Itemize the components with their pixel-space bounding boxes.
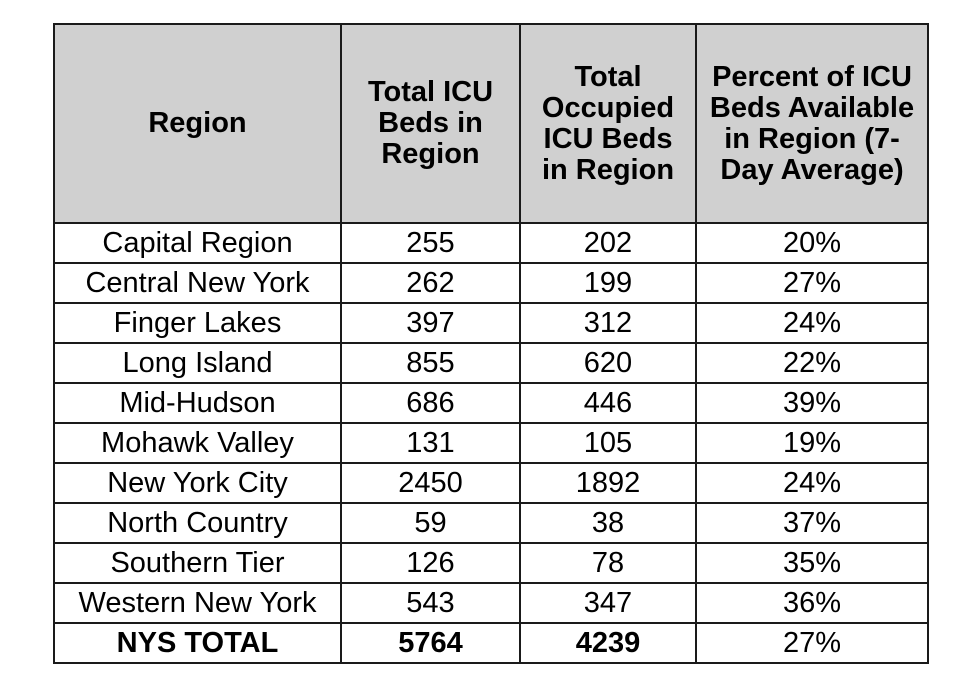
total-percent-available-cell: 27% [695,622,929,664]
region-cell: Southern Tier [53,542,342,584]
table-row: Mohawk Valley 131 105 19% [53,422,929,464]
total-beds-cell: 126 [340,542,521,584]
percent-available-cell: 19% [695,422,929,464]
total-beds-cell: 59 [340,502,521,544]
table-row: Long Island 855 620 22% [53,342,929,384]
header-region: Region [53,23,342,224]
occupied-beds-cell: 347 [519,582,697,624]
icu-beds-table: Region Total ICU Beds in Region Total Oc… [53,23,929,664]
table-body: Capital Region 255 202 20% Central New Y… [53,222,929,664]
table-header: Region Total ICU Beds in Region Total Oc… [53,23,929,224]
table-row: Central New York 262 199 27% [53,262,929,304]
occupied-beds-cell: 446 [519,382,697,424]
region-cell: Mohawk Valley [53,422,342,464]
header-row: Region Total ICU Beds in Region Total Oc… [53,23,929,224]
total-occupied-sum-cell: 4239 [519,622,697,664]
occupied-beds-cell: 620 [519,342,697,384]
occupied-beds-cell: 312 [519,302,697,344]
total-beds-cell: 131 [340,422,521,464]
region-cell: New York City [53,462,342,504]
total-beds-sum-cell: 5764 [340,622,521,664]
table-row: North Country 59 38 37% [53,502,929,544]
table-row: Capital Region 255 202 20% [53,222,929,264]
total-beds-cell: 2450 [340,462,521,504]
occupied-beds-cell: 1892 [519,462,697,504]
header-occupied-icu-beds-text: Total Occupied ICU Beds in Region [541,60,675,186]
table-row: Southern Tier 126 78 35% [53,542,929,584]
header-occupied-icu-beds: Total Occupied ICU Beds in Region [519,23,697,224]
occupied-beds-cell: 199 [519,262,697,304]
total-beds-cell: 262 [340,262,521,304]
percent-available-cell: 27% [695,262,929,304]
occupied-beds-cell: 202 [519,222,697,264]
percent-available-cell: 39% [695,382,929,424]
percent-available-cell: 37% [695,502,929,544]
total-beds-cell: 855 [340,342,521,384]
table-row: Western New York 543 347 36% [53,582,929,624]
region-cell: North Country [53,502,342,544]
table-row: Mid-Hudson 686 446 39% [53,382,929,424]
region-cell: Western New York [53,582,342,624]
region-cell: Finger Lakes [53,302,342,344]
region-cell: Capital Region [53,222,342,264]
region-cell: Mid-Hudson [53,382,342,424]
occupied-beds-cell: 105 [519,422,697,464]
total-row: NYS TOTAL 5764 4239 27% [53,622,929,664]
total-beds-cell: 686 [340,382,521,424]
total-label-cell: NYS TOTAL [53,622,342,664]
occupied-beds-cell: 78 [519,542,697,584]
total-beds-cell: 255 [340,222,521,264]
occupied-beds-cell: 38 [519,502,697,544]
percent-available-cell: 24% [695,302,929,344]
header-percent-available: Percent of ICU Beds Available in Region … [695,23,929,224]
total-beds-cell: 397 [340,302,521,344]
percent-available-cell: 20% [695,222,929,264]
total-beds-cell: 543 [340,582,521,624]
region-cell: Central New York [53,262,342,304]
header-total-icu-beds-text: Total ICU Beds in Region [367,76,494,170]
percent-available-cell: 35% [695,542,929,584]
header-total-icu-beds: Total ICU Beds in Region [340,23,521,224]
percent-available-cell: 36% [695,582,929,624]
region-cell: Long Island [53,342,342,384]
table-row: Finger Lakes 397 312 24% [53,302,929,344]
percent-available-cell: 22% [695,342,929,384]
table-row: New York City 2450 1892 24% [53,462,929,504]
header-percent-available-text: Percent of ICU Beds Available in Region … [709,60,915,186]
percent-available-cell: 24% [695,462,929,504]
